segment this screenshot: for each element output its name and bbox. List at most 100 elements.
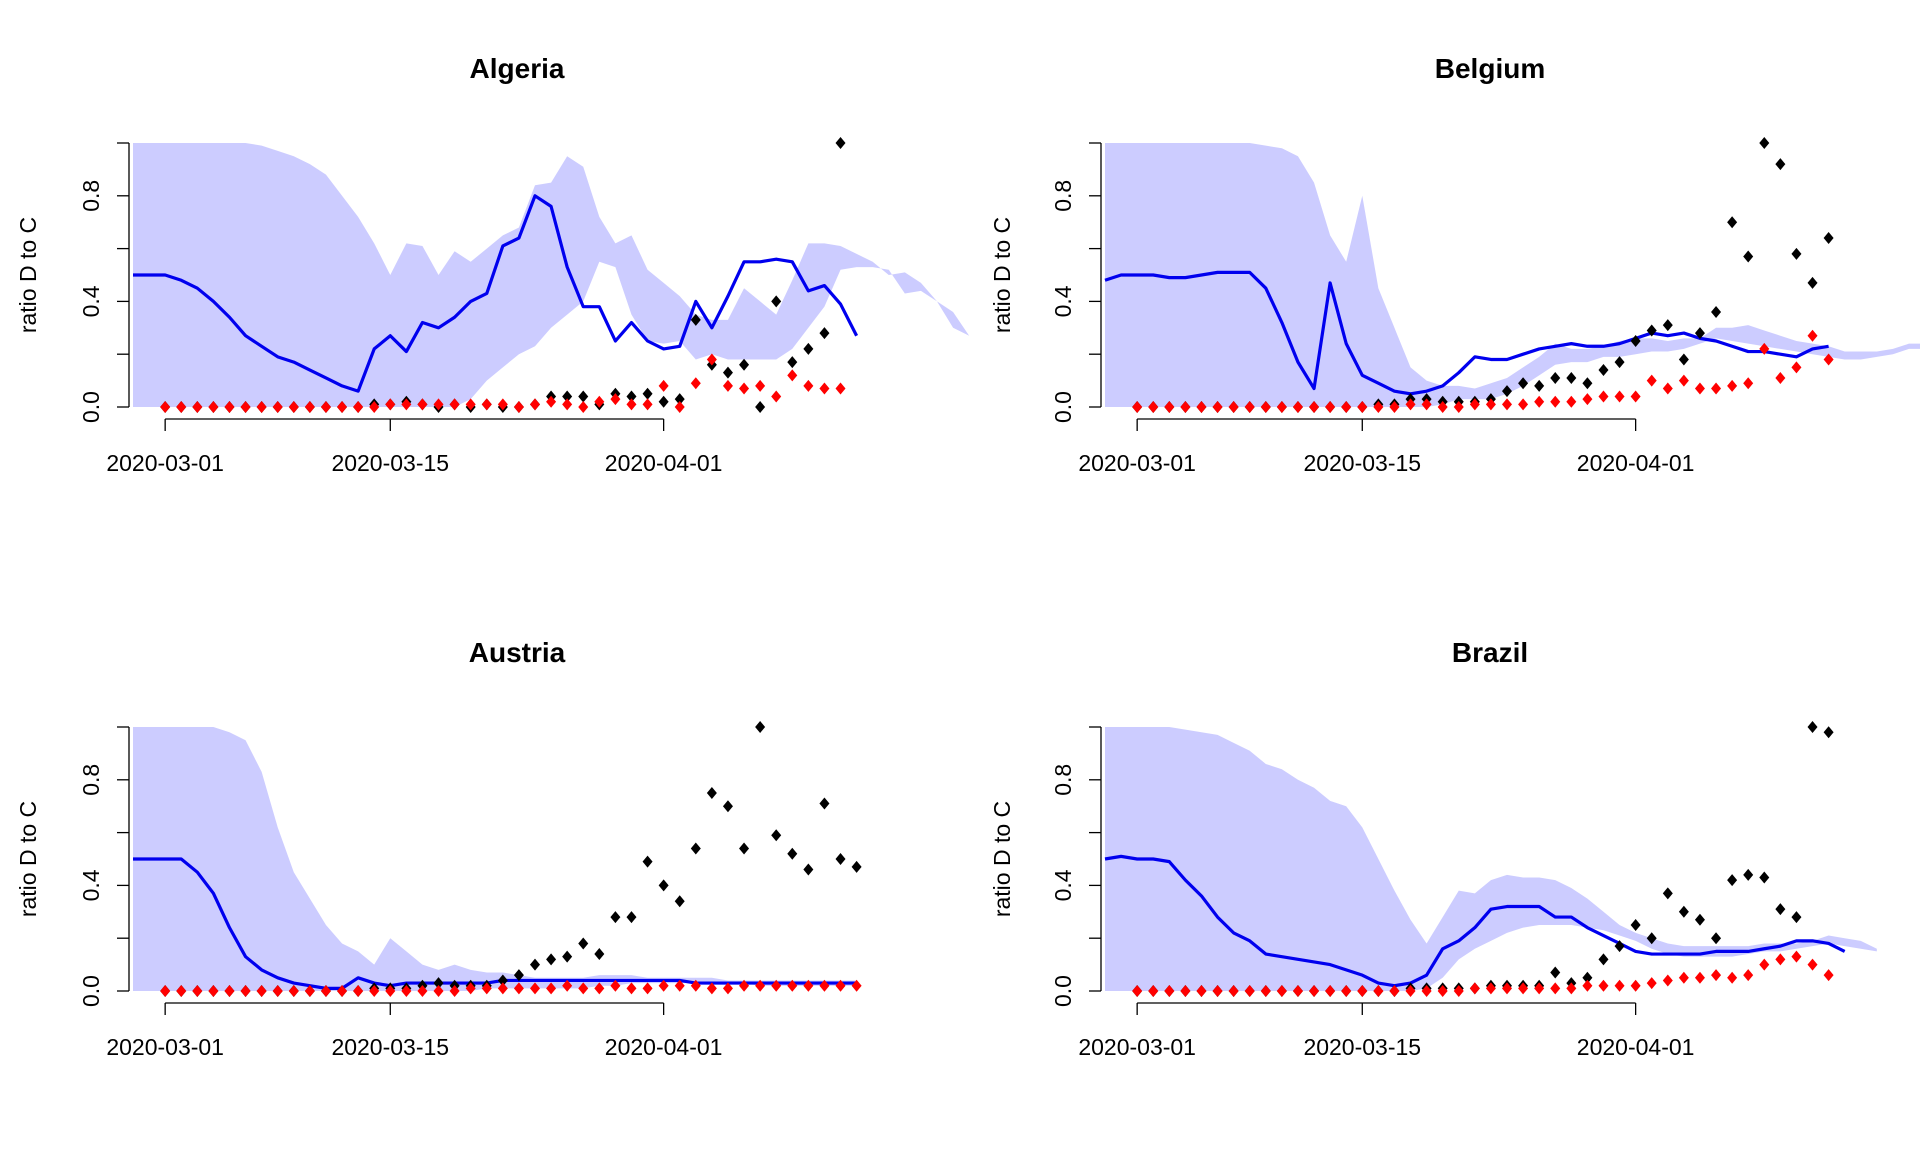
data-point-red bbox=[1550, 395, 1561, 408]
data-point-black bbox=[851, 860, 862, 873]
data-point-red bbox=[1502, 398, 1512, 411]
data-point-black bbox=[1791, 247, 1802, 260]
data-point-red bbox=[1550, 982, 1561, 995]
panel-title: Austria bbox=[469, 637, 566, 668]
data-point-red bbox=[1630, 979, 1641, 992]
data-point-red bbox=[722, 379, 733, 392]
x-tick-label: 2020-03-15 bbox=[1303, 1034, 1421, 1060]
data-point-red bbox=[176, 985, 187, 997]
data-point-red bbox=[1212, 401, 1223, 413]
y-tick-label: 0.4 bbox=[78, 285, 104, 317]
data-point-red bbox=[1566, 395, 1577, 408]
data-point-red bbox=[1437, 985, 1448, 997]
data-point-red bbox=[787, 979, 798, 992]
data-point-red bbox=[1823, 353, 1834, 366]
data-point-red bbox=[771, 979, 782, 992]
data-point-red bbox=[272, 401, 283, 413]
data-point-black bbox=[722, 800, 733, 813]
data-point-red bbox=[1614, 979, 1625, 992]
data-point-black bbox=[1646, 932, 1657, 945]
data-point-black bbox=[1791, 911, 1802, 924]
data-point-black bbox=[562, 390, 573, 403]
data-point-red bbox=[1357, 985, 1368, 997]
data-point-black bbox=[1743, 868, 1754, 881]
data-point-black bbox=[787, 847, 798, 860]
data-point-black bbox=[1582, 377, 1593, 390]
data-point-red bbox=[1534, 982, 1545, 995]
data-point-red bbox=[1582, 393, 1593, 406]
data-point-red bbox=[160, 401, 171, 413]
data-point-red bbox=[224, 401, 235, 413]
data-point-red bbox=[481, 398, 492, 411]
data-point-red bbox=[449, 985, 460, 997]
y-axis-label: ratio D to C bbox=[989, 217, 1015, 333]
y-tick-label: 0.4 bbox=[78, 869, 104, 901]
x-tick-label: 2020-04-01 bbox=[605, 1034, 723, 1060]
data-point-black bbox=[1678, 353, 1689, 366]
data-point-red bbox=[1309, 985, 1320, 997]
data-point-red bbox=[626, 398, 637, 411]
data-point-red bbox=[1694, 971, 1705, 984]
panel-title: Brazil bbox=[1452, 637, 1528, 668]
data-point-black bbox=[642, 387, 653, 400]
data-point-black bbox=[1823, 232, 1834, 245]
data-point-red bbox=[1260, 985, 1271, 997]
y-tick-label: 0.0 bbox=[78, 391, 104, 423]
y-tick-label: 0.4 bbox=[1050, 285, 1076, 317]
data-point-red bbox=[1421, 985, 1432, 997]
data-point-red bbox=[513, 401, 524, 413]
data-point-red bbox=[1582, 979, 1593, 992]
data-point-red bbox=[1775, 953, 1786, 966]
data-point-red bbox=[513, 982, 524, 995]
data-point-red bbox=[674, 979, 685, 992]
data-point-red bbox=[1132, 985, 1143, 997]
data-point-red bbox=[320, 401, 331, 413]
data-point-black bbox=[497, 974, 508, 987]
y-tick-label: 0.8 bbox=[1050, 764, 1076, 796]
panel-algeria: Algeria ratio D to C 0.0 0.4 0.8 2020-03-01… bbox=[15, 53, 970, 476]
data-point-red bbox=[401, 398, 412, 411]
series-line-ratio bbox=[133, 857, 857, 990]
y-tick-label: 0.8 bbox=[78, 764, 104, 796]
data-point-black bbox=[1502, 385, 1512, 398]
data-point-red bbox=[240, 401, 251, 413]
data-point-red bbox=[1196, 401, 1207, 413]
data-point-red bbox=[1469, 398, 1480, 411]
data-point-red bbox=[256, 985, 267, 997]
data-point-red bbox=[1469, 982, 1480, 995]
data-point-black bbox=[578, 390, 589, 403]
panel-title: Belgium bbox=[1435, 53, 1545, 84]
panel-brazil: Brazil ratio D to C 0.0 0.4 0.8 2020-03-01 2… bbox=[989, 637, 1877, 1060]
data-point-red bbox=[1276, 401, 1287, 413]
data-point-red bbox=[240, 985, 251, 997]
data-point-red bbox=[1566, 982, 1577, 995]
data-point-black bbox=[706, 787, 717, 799]
data-point-red bbox=[1132, 401, 1143, 413]
data-point-red bbox=[530, 982, 540, 995]
data-point-black bbox=[739, 358, 750, 371]
data-point-black bbox=[771, 829, 782, 842]
data-point-black bbox=[578, 937, 589, 950]
data-point-red bbox=[192, 401, 203, 413]
data-point-red bbox=[787, 369, 798, 382]
data-point-red bbox=[755, 379, 766, 392]
data-point-black bbox=[1743, 250, 1754, 263]
x-tick-label: 2020-03-15 bbox=[331, 1034, 449, 1060]
data-point-red bbox=[192, 985, 203, 997]
data-point-red bbox=[1421, 398, 1432, 411]
data-point-black bbox=[1630, 335, 1641, 347]
data-point-red bbox=[851, 979, 862, 992]
data-point-red bbox=[1614, 390, 1625, 403]
series-line-ratio bbox=[1104, 270, 1829, 396]
data-point-black bbox=[1550, 966, 1561, 979]
data-point-red bbox=[1598, 979, 1609, 992]
data-point-black bbox=[1807, 276, 1818, 289]
data-point-red bbox=[1437, 401, 1448, 413]
data-point-red bbox=[304, 401, 315, 413]
data-point-red bbox=[739, 979, 750, 992]
confidence-band bbox=[1105, 143, 1920, 407]
data-point-red bbox=[1518, 398, 1529, 411]
data-point-red bbox=[465, 982, 476, 995]
data-point-black bbox=[755, 721, 766, 733]
data-point-red bbox=[1148, 985, 1159, 997]
